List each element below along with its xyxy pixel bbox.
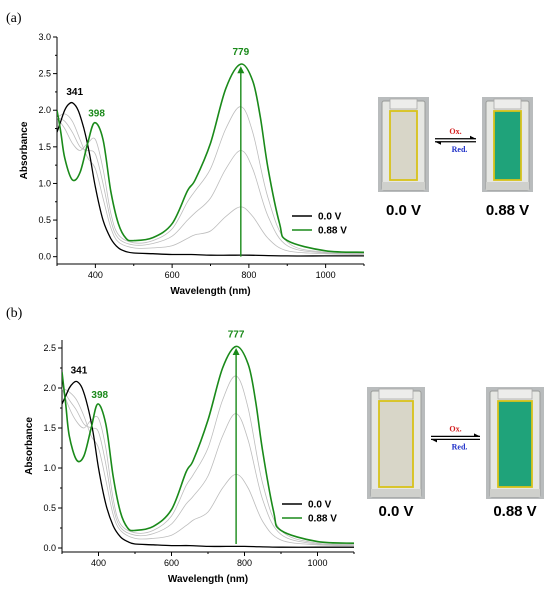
x-tick-label: 600 — [164, 558, 179, 568]
series-line-0-0-V — [62, 380, 354, 548]
red-arrow-head — [431, 439, 437, 443]
arrow-head — [232, 348, 240, 355]
legend-label: 0.0 V — [318, 212, 342, 223]
series-line-0-0-V — [57, 101, 364, 257]
red-label: Red. — [452, 145, 468, 154]
photo-label-reduced: 0.0 V — [378, 503, 413, 520]
cuvette-photos-a: 0.0 V 0.88 V Ox. Red. — [378, 97, 533, 219]
series-line-0-88-V — [62, 345, 354, 544]
ox-arrow-head — [474, 433, 480, 437]
legend-label: 0.0 V — [308, 500, 332, 511]
cuvette-base — [490, 489, 540, 497]
cuvette-base — [382, 182, 425, 190]
electrode-film — [493, 110, 522, 181]
peak-label: 398 — [91, 390, 108, 401]
y-tick-label: 3.0 — [38, 32, 51, 42]
series-line-intermediate — [57, 117, 364, 255]
x-tick-label: 600 — [165, 270, 180, 280]
peak-label: 779 — [232, 47, 249, 58]
cuvette-photos-b: 0.0 V 0.88 V Ox. Red. — [367, 387, 544, 520]
cuvette-top — [493, 98, 522, 110]
cuvette-top — [378, 388, 414, 400]
electrode-film — [497, 400, 533, 488]
peak-label: 777 — [228, 329, 245, 340]
cuvette-reduced — [367, 387, 425, 499]
legend-label: 0.88 V — [318, 226, 347, 237]
x-axis-title: Wavelength (nm) — [168, 574, 248, 585]
y-tick-label: 0.5 — [43, 503, 56, 513]
red-label: Red. — [452, 442, 468, 451]
peak-label: 398 — [88, 109, 105, 120]
arrow-head — [237, 66, 245, 74]
series-line-intermediate — [62, 387, 354, 546]
panel-label-a: (a) — [6, 11, 22, 26]
ox-arrow-head — [470, 135, 476, 139]
electrode-film — [378, 400, 414, 488]
peak-label: 341 — [66, 87, 83, 98]
photo-label-oxidized: 0.88 V — [493, 503, 536, 520]
y-tick-label: 1.0 — [43, 463, 56, 473]
x-tick-label: 400 — [91, 558, 106, 568]
cuvette-oxidized — [482, 97, 533, 192]
y-tick-label: 1.5 — [38, 142, 51, 152]
panel-label-b: (b) — [6, 306, 23, 321]
x-tick-label: 400 — [88, 270, 103, 280]
y-tick-label: 0.5 — [38, 215, 51, 225]
chart-a: 0.0 0.5 1.0 1.5 2.0 2.5 3.0 400 600 800 1000 Wavele… — [19, 32, 365, 297]
ox-label: Ox. — [449, 424, 461, 433]
series-line-intermediate — [62, 375, 354, 545]
y-tick-label: 0.0 — [43, 543, 56, 553]
cuvette-reduced — [378, 97, 429, 192]
y-tick-label: 2.5 — [43, 343, 56, 353]
y-axis-title: Absorbance — [24, 417, 35, 475]
panel-b: (b) 0.0 0.5 1.0 1.5 2.0 2.5 400 600 800 1000 Wavel… — [6, 306, 544, 585]
legend-label: 0.88 V — [308, 514, 337, 525]
panel-a: (a) 0.0 0.5 1.0 1.5 2.0 2.5 3.0 400 600 800 1000 Wa… — [6, 11, 533, 297]
y-tick-label: 2.0 — [38, 105, 51, 115]
cuvette-top — [497, 388, 533, 400]
x-tick-label: 800 — [237, 558, 252, 568]
x-axis-title: Wavelength (nm) — [170, 286, 250, 297]
y-axis-title: Absorbance — [19, 121, 30, 179]
chart-b: 0.0 0.5 1.0 1.5 2.0 2.5 400 600 800 1000 Wavelengt… — [24, 329, 355, 585]
y-tick-label: 2.5 — [38, 69, 51, 79]
cuvette-base — [486, 182, 529, 190]
photo-label-oxidized: 0.88 V — [486, 202, 529, 219]
y-tick-label: 0.0 — [38, 252, 51, 262]
y-tick-label: 2.0 — [43, 383, 56, 393]
photo-label-reduced: 0.0 V — [386, 202, 421, 219]
cuvette-oxidized — [486, 387, 544, 499]
peak-label: 341 — [71, 366, 88, 377]
cuvette-top — [389, 98, 418, 110]
x-tick-label: 1000 — [307, 558, 327, 568]
red-arrow-head — [435, 141, 441, 145]
series-line-0-88-V — [57, 63, 364, 254]
x-tick-label: 1000 — [316, 270, 336, 280]
cuvette-base — [371, 489, 421, 497]
y-tick-label: 1.0 — [38, 178, 51, 188]
series-line-intermediate — [57, 106, 364, 254]
x-tick-label: 800 — [241, 270, 256, 280]
ox-label: Ox. — [449, 127, 461, 136]
electrode-film — [389, 110, 418, 181]
y-tick-label: 1.5 — [43, 423, 56, 433]
